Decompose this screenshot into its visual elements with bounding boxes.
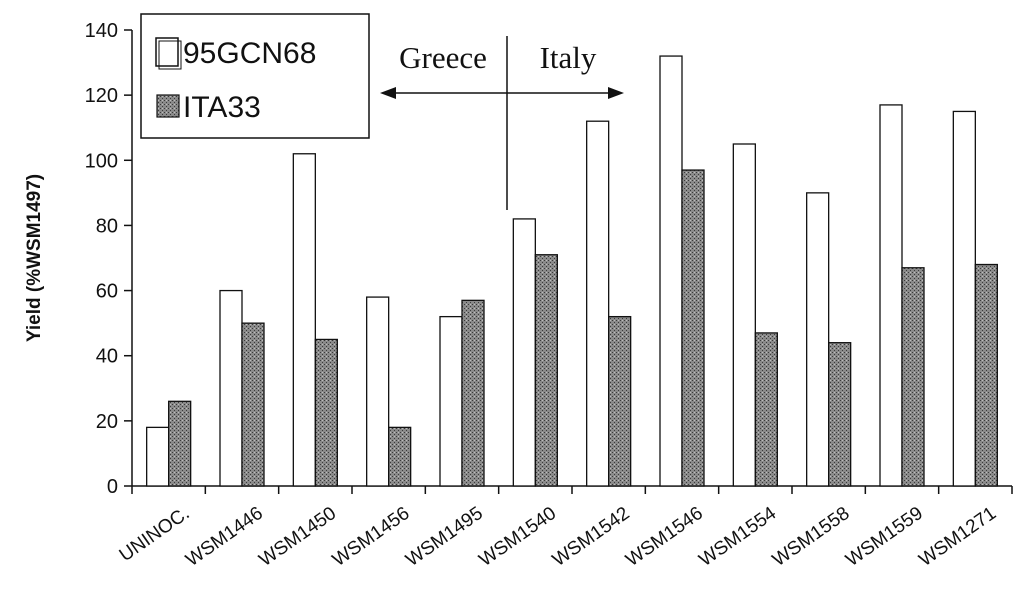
bar-ita33-wsm1559 — [901, 267, 925, 487]
legend: 95GCN68 ITA33 — [140, 13, 370, 139]
y-tick-label: 0 — [107, 476, 118, 498]
bar-ita33-wsm1558 — [828, 342, 852, 487]
bar-ita33-wsm1450 — [314, 338, 338, 487]
x-category-label: WSM1554 — [695, 503, 780, 571]
y-tick-label: 80 — [96, 215, 118, 237]
legend-label-ita33: ITA33 — [183, 91, 261, 124]
bar-95gcn68-wsm1540 — [512, 218, 536, 487]
y-axis-label: Yield (%WSM1497) — [24, 174, 45, 342]
x-category-label: WSM1495 — [402, 503, 487, 571]
bar-ita33-wsm1540 — [534, 254, 558, 487]
arrow-left-head-icon — [380, 87, 396, 99]
legend-swatch-95gcn68 — [155, 37, 179, 67]
legend-swatch-95gcn68-shadow — [158, 40, 182, 70]
bar-ita33-uninoc — [168, 400, 192, 487]
x-category-label: WSM1456 — [329, 503, 414, 571]
legend-label-95gcn68: 95GCN68 — [183, 37, 316, 70]
bar-95gcn68-wsm1446 — [219, 289, 243, 487]
x-category-label: WSM1542 — [549, 503, 634, 571]
bar-ita33-wsm1554 — [754, 332, 778, 487]
bar-95gcn68-wsm1450 — [292, 153, 316, 487]
x-axis: UNINOC.WSM1446WSM1450WSM1456WSM1495WSM15… — [116, 485, 1013, 571]
legend-swatch-ita33 — [156, 94, 180, 118]
x-category-label: WSM1559 — [842, 503, 927, 571]
x-category-label: WSM1446 — [182, 503, 267, 571]
bar-95gcn68-wsm1546 — [659, 55, 683, 487]
x-category-label: WSM1558 — [769, 503, 854, 571]
bars — [146, 55, 998, 487]
x-category-label: UNINOC. — [116, 503, 194, 566]
y-tick-label: 20 — [96, 411, 118, 433]
y-tick-label: 120 — [85, 85, 118, 107]
y-tick-label: 40 — [96, 346, 118, 368]
bar-95gcn68-wsm1558 — [806, 192, 830, 487]
x-category-label: WSM1546 — [622, 503, 707, 571]
bar-95gcn68-wsm1271 — [952, 110, 976, 487]
x-category-label: WSM1540 — [475, 503, 560, 571]
bar-95gcn68-wsm1542 — [586, 120, 610, 487]
bar-95gcn68-uninoc — [146, 426, 170, 487]
y-tick-label: 100 — [85, 150, 118, 172]
bar-95gcn68-wsm1456 — [366, 296, 390, 487]
region-label-greece: Greece — [399, 40, 487, 75]
arrow-right-head-icon — [608, 87, 624, 99]
x-category-label: WSM1450 — [255, 503, 340, 571]
bar-ita33-wsm1271 — [974, 263, 998, 487]
x-category-label: WSM1271 — [915, 503, 1000, 571]
bar-95gcn68-wsm1554 — [732, 143, 756, 487]
bar-ita33-wsm1495 — [461, 299, 485, 487]
bar-95gcn68-wsm1559 — [879, 104, 903, 487]
bar-ita33-wsm1456 — [388, 426, 412, 487]
bar-ita33-wsm1446 — [241, 322, 265, 487]
bar-95gcn68-wsm1495 — [439, 315, 463, 487]
region-annotation: Greece Italy — [380, 36, 624, 210]
bar-ita33-wsm1542 — [608, 315, 632, 487]
y-tick-label: 140 — [85, 20, 118, 42]
y-tick-label: 60 — [96, 281, 118, 303]
bar-ita33-wsm1546 — [681, 169, 705, 487]
y-axis: 0 20 40 60 80 100 120 140 — [85, 20, 133, 498]
region-label-italy: Italy — [540, 40, 597, 75]
